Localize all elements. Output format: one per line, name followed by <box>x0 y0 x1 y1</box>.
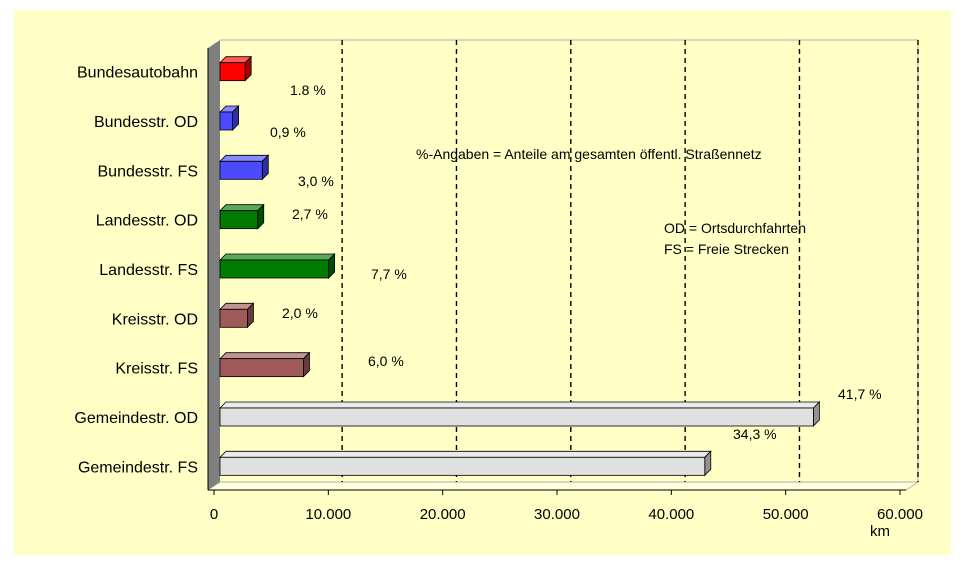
bar-front <box>220 309 247 327</box>
category-label: Bundesstr. FS <box>98 163 199 180</box>
value-label: 41,7 % <box>838 386 882 402</box>
bar-top <box>220 155 268 161</box>
bar <box>220 303 253 327</box>
category-label: Gemeindestr. FS <box>78 459 198 476</box>
side-wall <box>208 40 220 490</box>
value-label: 2,7 % <box>292 206 328 222</box>
bar-top <box>220 402 819 408</box>
bar-top <box>220 254 335 260</box>
value-label: 0,9 % <box>270 124 306 140</box>
bar-front <box>220 211 258 229</box>
bar <box>220 451 711 475</box>
x-tick-label: 20.000 <box>420 506 466 523</box>
od-legend-text: OD = Ortsdurchfahrten <box>664 220 806 236</box>
value-label: 2,0 % <box>282 305 318 321</box>
bar-front <box>220 112 233 130</box>
bar-front <box>220 63 245 81</box>
bar-front <box>220 359 303 377</box>
value-label: 6,0 % <box>368 353 404 369</box>
bar-front <box>220 161 262 179</box>
bar-top <box>220 451 711 457</box>
x-tick-label: 50.000 <box>763 506 809 523</box>
bar <box>220 205 264 229</box>
bar <box>220 155 268 179</box>
category-label: Kreisstr. FS <box>115 361 198 378</box>
value-label: 7,7 % <box>371 266 407 282</box>
bar <box>220 353 309 377</box>
bar-front <box>220 260 329 278</box>
x-tick-label: 30.000 <box>534 506 580 523</box>
category-label: Kreisstr. OD <box>112 311 198 328</box>
chart-floor <box>208 482 918 490</box>
bar-top <box>220 205 264 211</box>
fs-legend-text: FS = Freie Strecken <box>664 241 789 257</box>
bar <box>220 402 819 426</box>
category-label: Bundesautobahn <box>77 65 198 82</box>
bar <box>220 57 251 81</box>
category-label: Bundesstr. OD <box>94 114 198 131</box>
bar <box>220 254 335 278</box>
x-tick-label: 60.000 <box>877 506 923 523</box>
x-tick-label: 40.000 <box>648 506 694 523</box>
bar-front <box>220 457 705 475</box>
x-axis-label: km <box>870 523 890 540</box>
category-label: Landesstr. FS <box>99 262 198 279</box>
x-tick-label: 0 <box>210 506 218 523</box>
bar-front <box>220 408 813 426</box>
bar <box>220 106 239 130</box>
share-annotation: %-Angaben = Anteile am gesamten öffentl.… <box>416 146 762 162</box>
x-tick-label: 10.000 <box>305 506 351 523</box>
bar-top <box>220 353 309 359</box>
value-label: 1.8 % <box>290 82 326 98</box>
category-label: Gemeindestr. OD <box>74 410 198 427</box>
value-label: 34,3 % <box>733 426 777 442</box>
value-label: 3,0 % <box>298 173 334 189</box>
category-label: Landesstr. OD <box>96 213 198 230</box>
